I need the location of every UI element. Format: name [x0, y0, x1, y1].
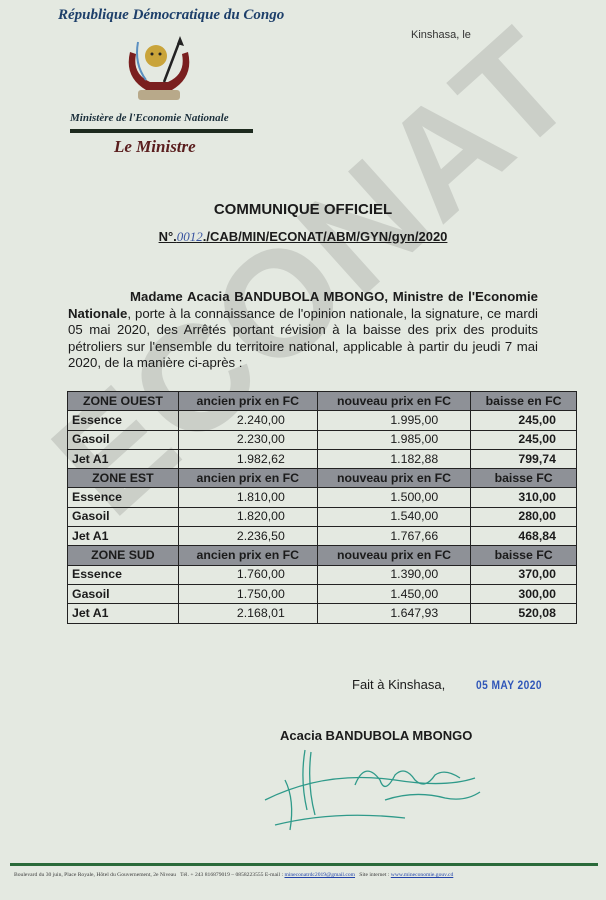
price-cell: 1.982,62	[177, 448, 318, 470]
header-cell: ZONE EST	[67, 468, 179, 489]
table-row: Jet A1 2.236,50 1.767,66 468,84	[67, 526, 577, 547]
table-row: Essence 1.760,00 1.390,00 370,00	[67, 564, 577, 585]
header-cell: baisse FC	[470, 545, 577, 566]
price-cell: 1.995,00	[316, 410, 472, 431]
header-cell: ancien prix en FC	[177, 390, 318, 412]
product-cell: Jet A1	[67, 603, 179, 624]
table-row: Gasoil 1.820,00 1.540,00 280,00	[67, 506, 577, 528]
product-cell: Essence	[67, 564, 179, 585]
zone-header-row: ZONE EST ancien prix en FC nouveau prix en…	[67, 468, 577, 489]
table-row: Gasoil 2.230,00 1.985,00 245,00	[67, 429, 577, 450]
document-title: COMMUNIQUE OFFICIEL	[213, 201, 393, 218]
signatory-name: Acacia BANDUBOLA MBONGO	[280, 728, 473, 743]
product-cell: Gasoil	[67, 429, 179, 450]
ref-suffix: ./CAB/MIN/ECONAT/ABM/GYN/gyn/2020	[202, 229, 448, 244]
zone-header-row: ZONE SUD ancien prix en FC nouveau prix en…	[67, 545, 577, 566]
product-cell: Jet A1	[67, 526, 179, 547]
price-cell: 310,00	[470, 487, 577, 508]
price-cell: 1.820,00	[177, 506, 318, 528]
price-cell: 1.985,00	[316, 429, 472, 450]
ref-handwritten-number: 0012	[176, 229, 203, 244]
header-cell: ZONE SUD	[67, 545, 179, 566]
footer-address: Boulevard du 30 juin, Place Royale, Hôte…	[14, 872, 177, 878]
footer-site-label: Site internet :	[359, 872, 390, 878]
republic-heading: République Démocratique du Congo	[58, 7, 285, 23]
price-cell: 1.500,00	[316, 487, 472, 508]
price-cell: 280,00	[470, 506, 577, 528]
product-cell: Jet A1	[67, 448, 179, 470]
header-cell: ancien prix en FC	[177, 545, 318, 566]
price-cell: 2.230,00	[177, 429, 318, 450]
table-row: Essence 1.810,00 1.500,00 310,00	[67, 487, 577, 508]
footer-divider	[10, 863, 598, 866]
ministry-name: Ministère de l'Economie Nationale	[70, 112, 229, 124]
price-cell: 1.767,66	[316, 526, 472, 547]
table-row: Gasoil 1.750,00 1.450,00 300,00	[67, 583, 577, 605]
header-cell: nouveau prix en FC	[316, 545, 472, 566]
table-row: Jet A1 2.168,01 1.647,93 520,08	[67, 603, 577, 624]
footer-email-label: E-mail :	[264, 872, 284, 878]
body-text: , porte à la connaissance de l'opinion n…	[68, 305, 538, 371]
price-cell: 1.647,93	[316, 603, 472, 624]
price-cell: 2.236,50	[177, 526, 318, 547]
product-cell: Essence	[67, 487, 179, 508]
zone-header-row: ZONE OUEST ancien prix en FC nouveau prix …	[67, 390, 577, 412]
table-row: Essence 2.240,00 1.995,00 245,00	[67, 410, 577, 431]
header-cell: nouveau prix en FC	[316, 468, 472, 489]
footer-site-link[interactable]: www.mineconomie.gouv.cd	[390, 872, 454, 878]
product-cell: Essence	[67, 410, 179, 431]
header-cell: nouveau prix en FC	[316, 390, 472, 412]
price-cell: 799,74	[470, 448, 577, 470]
price-cell: 2.240,00	[177, 410, 318, 431]
price-cell: 468,84	[470, 526, 577, 547]
price-cell: 370,00	[470, 564, 577, 585]
header-cell: baisse en FC	[470, 390, 577, 412]
price-cell: 245,00	[470, 429, 577, 450]
price-cell: 1.760,00	[177, 564, 318, 585]
fait-a: Fait à Kinshasa,	[352, 677, 446, 692]
header-divider	[70, 129, 253, 133]
header-cell: ZONE OUEST	[67, 390, 179, 412]
price-cell: 1.540,00	[316, 506, 472, 528]
price-cell: 520,08	[470, 603, 577, 624]
price-cell: 1.750,00	[177, 583, 318, 605]
date-stamp: 05 MAY 2020	[476, 678, 542, 692]
reference-number: N°.0012./CAB/MIN/ECONAT/ABM/GYN/gyn/2020	[0, 229, 606, 245]
product-cell: Gasoil	[67, 583, 179, 605]
price-cell: 1.450,00	[316, 583, 472, 605]
footer-phone: Tél. + 243 816879019 – 0858223555	[180, 872, 264, 878]
price-cell: 245,00	[470, 410, 577, 431]
price-cell: 1.390,00	[316, 564, 472, 585]
office-title: Le Ministre	[114, 137, 196, 156]
signature-image	[264, 749, 481, 831]
footer: Boulevard du 30 juin, Place Royale, Hôte…	[14, 872, 594, 878]
footer-email-link[interactable]: mineconatrdc2019@gmail.com	[284, 872, 356, 878]
price-cell: 300,00	[470, 583, 577, 605]
coat-of-arms-emblem	[128, 36, 190, 100]
place-date: Kinshasa, le	[411, 29, 471, 41]
header-cell: ancien prix en FC	[177, 468, 318, 489]
body-paragraph: Madame Acacia BANDUBOLA MBONGO, Ministre…	[68, 289, 538, 372]
product-cell: Gasoil	[67, 506, 179, 528]
ref-prefix: N°.	[158, 229, 177, 244]
price-cell: 2.168,01	[177, 603, 318, 624]
table-row: Jet A1 1.982,62 1.182,88 799,74	[67, 448, 577, 470]
header-cell: baisse FC	[470, 468, 577, 489]
minister-name: Madame Acacia BANDUBOLA MBONGO, Ministre…	[68, 289, 538, 321]
price-cell: 1.182,88	[316, 448, 472, 470]
price-cell: 1.810,00	[177, 487, 318, 508]
price-table: ZONE OUEST ancien prix en FC nouveau prix …	[67, 390, 577, 624]
